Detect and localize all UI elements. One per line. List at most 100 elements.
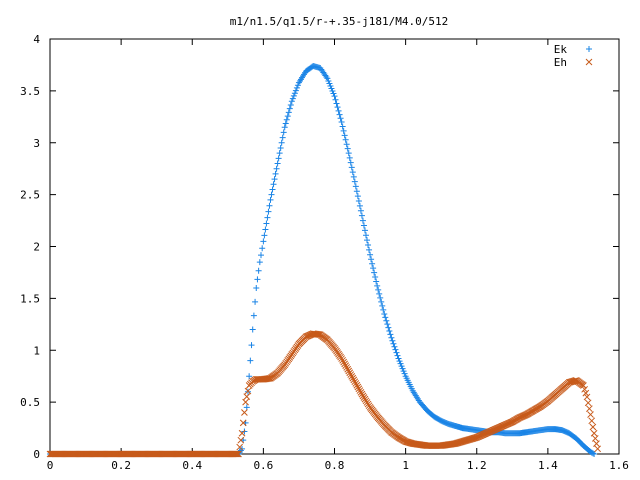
data-point-ek <box>289 95 296 102</box>
y-axis: 0 0.5 1 1.5 2 2.5 3 3.5 4 <box>20 33 619 461</box>
data-point-eh <box>339 356 346 364</box>
x-tick-label: 0.2 <box>111 459 131 472</box>
data-point-ek <box>243 404 250 411</box>
x-tick-label: 0.8 <box>325 459 345 472</box>
data-point-ek <box>368 256 375 263</box>
data-point-ek <box>328 85 335 92</box>
data-point-ek <box>274 160 281 167</box>
data-point-eh <box>244 387 252 395</box>
data-point-ek <box>374 282 381 289</box>
x-tick-label: 1.4 <box>538 459 558 472</box>
data-point-ek <box>385 324 392 331</box>
data-point-ek <box>291 90 298 97</box>
series-ek <box>47 62 598 457</box>
data-point-ek <box>292 87 299 94</box>
data-point-ek <box>264 214 271 221</box>
data-point-eh <box>243 393 251 400</box>
x-tick-label: 1 <box>402 459 409 472</box>
data-point-ek <box>340 127 347 134</box>
data-point-ek <box>272 170 279 177</box>
data-point-ek <box>380 306 387 313</box>
series-layer <box>46 62 602 458</box>
data-point-ek <box>270 181 277 188</box>
data-point-ek <box>401 370 408 377</box>
data-point-ek <box>252 298 259 305</box>
data-point-eh <box>352 380 360 387</box>
data-point-ek <box>277 144 284 151</box>
data-point-eh <box>234 450 241 458</box>
data-point-ek <box>355 197 362 204</box>
data-point-ek <box>386 327 393 334</box>
data-point-ek <box>370 265 377 272</box>
data-point-eh <box>570 377 578 385</box>
legend-marker-plus <box>586 46 592 52</box>
data-point-ek <box>390 340 397 347</box>
y-tick-label: 1 <box>33 344 40 357</box>
data-point-eh <box>353 381 361 389</box>
data-point-ek <box>357 207 364 214</box>
data-point-ek <box>350 173 357 180</box>
data-point-ek <box>290 92 297 99</box>
data-point-eh <box>236 443 244 451</box>
data-point-ek <box>256 259 263 266</box>
data-point-ek <box>327 82 334 89</box>
data-point-ek <box>330 90 337 97</box>
data-point-eh <box>341 360 349 368</box>
data-point-ek <box>332 96 339 103</box>
data-point-ek <box>377 294 384 301</box>
legend-label: Eh <box>554 56 567 69</box>
data-point-ek <box>279 134 286 141</box>
data-point-ek <box>294 82 301 89</box>
x-axis: 0 0.2 0.4 0.6 0.8 1 1.2 1.4 1.6 <box>47 39 629 472</box>
data-point-ek <box>378 298 385 305</box>
data-point-ek <box>349 169 356 176</box>
data-point-eh <box>587 411 594 418</box>
data-point-ek <box>284 113 291 120</box>
data-point-ek <box>376 290 383 297</box>
data-point-ek <box>360 222 367 229</box>
data-point-eh <box>241 409 248 416</box>
data-point-ek <box>589 450 596 457</box>
data-point-ek <box>395 355 402 362</box>
data-point-ek <box>265 208 272 215</box>
y-tick-label: 0 <box>33 448 40 461</box>
data-point-ek <box>331 93 338 100</box>
data-point-ek <box>259 245 266 252</box>
data-point-ek <box>337 115 344 122</box>
data-point-eh <box>345 367 353 375</box>
data-point-ek <box>276 150 283 157</box>
y-tick-label: 2 <box>33 241 40 254</box>
data-point-eh <box>594 445 602 453</box>
data-point-ek <box>379 302 386 309</box>
data-point-eh <box>358 390 366 398</box>
data-point-eh <box>581 385 588 393</box>
data-point-ek <box>400 368 407 375</box>
data-point-ek <box>393 349 400 356</box>
data-point-eh <box>235 450 242 458</box>
data-point-ek <box>347 159 354 166</box>
data-point-ek <box>383 317 390 324</box>
data-point-ek <box>399 365 406 372</box>
data-point-ek <box>389 337 396 344</box>
data-point-ek <box>269 186 276 193</box>
data-point-eh <box>340 358 347 366</box>
data-point-ek <box>371 269 378 276</box>
data-point-ek <box>335 107 342 114</box>
data-point-ek <box>392 346 399 353</box>
data-point-eh <box>239 419 247 427</box>
data-point-ek <box>248 342 255 349</box>
data-point-ek <box>267 196 274 203</box>
data-point-eh <box>346 369 354 377</box>
data-point-eh <box>356 387 364 394</box>
data-point-ek <box>366 246 373 253</box>
data-point-eh <box>582 389 590 397</box>
data-point-eh <box>338 355 345 362</box>
data-point-eh <box>351 378 359 386</box>
data-point-eh <box>584 399 592 407</box>
data-point-ek <box>364 237 371 244</box>
data-point-ek <box>348 164 355 171</box>
data-point-ek <box>282 120 289 127</box>
data-point-ek <box>334 104 341 111</box>
data-point-eh <box>354 383 362 391</box>
